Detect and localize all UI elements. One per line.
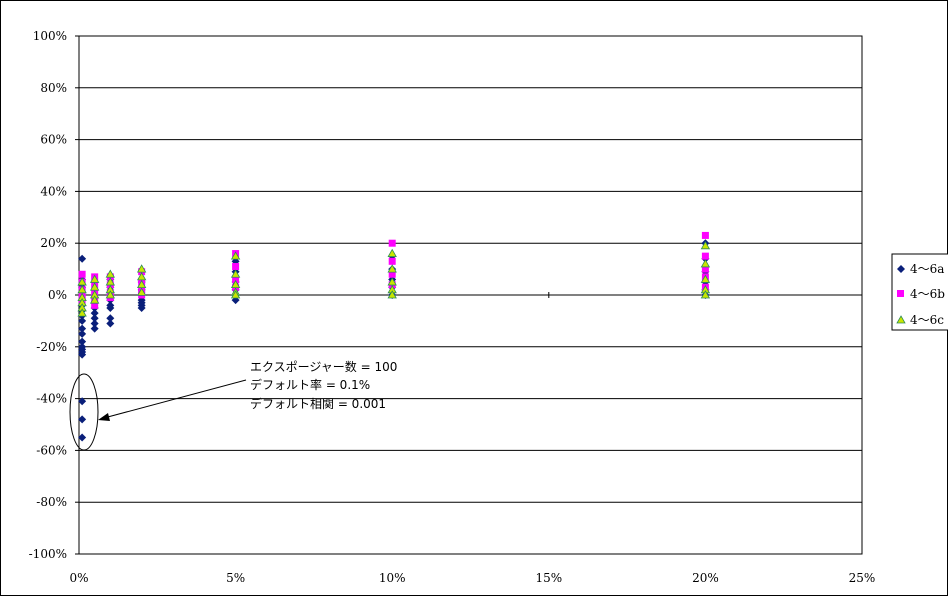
x-tick-label: 25% (849, 571, 876, 585)
legend-marker-b (897, 290, 904, 297)
y-tick-label: 60% (40, 133, 67, 147)
point-series-3 (387, 264, 397, 273)
annotation-arrow-line (103, 379, 247, 419)
point-series-2 (388, 270, 396, 278)
point-series-2 (232, 263, 240, 271)
legend-marker-c (896, 315, 906, 324)
point-series-3 (230, 290, 241, 299)
point-series-1 (90, 319, 99, 328)
point-series-1 (78, 337, 87, 346)
point-series-3 (89, 295, 100, 304)
point-series-3 (105, 290, 116, 299)
axes: 100%80%60%40%20%0%-20%-40%-60%-80%-100%0… (29, 29, 876, 585)
point-series-1 (78, 329, 87, 338)
annotation-line-2: デフォルト率 = 0.1% (250, 377, 370, 392)
point-series-3 (700, 274, 711, 283)
point-series-3 (230, 251, 241, 260)
y-tick-label: -100% (29, 547, 67, 561)
y-tick-label: 40% (40, 184, 67, 198)
y-tick-label: -60% (36, 443, 67, 457)
annotation-line-3: デフォルト相関 = 0.001 (250, 396, 386, 411)
point-series-3 (230, 269, 241, 278)
point-series-3 (136, 287, 147, 296)
point-series-1 (78, 433, 87, 442)
point-series-3 (387, 248, 397, 257)
point-series-3 (77, 308, 87, 317)
point-series-2 (701, 231, 709, 239)
point-series-2 (232, 275, 240, 283)
annotation-arrowhead (98, 413, 110, 421)
point-series-1 (78, 316, 87, 325)
legend-label-c: 4～6c (910, 313, 944, 327)
point-series-3 (700, 259, 711, 268)
point-series-1 (106, 303, 115, 312)
point-series-1 (78, 324, 87, 333)
legend-marker-a (897, 265, 905, 273)
x-tick-label: 0% (69, 571, 88, 585)
point-series-2 (701, 265, 709, 273)
point-series-3 (700, 290, 711, 299)
legend: 4～6a 4～6b 4～6c (891, 253, 948, 331)
annotation: エクスポージャー数 = 100 デフォルト率 = 0.1% デフォルト相関 = … (69, 359, 397, 451)
y-tick-label: -20% (36, 340, 67, 354)
legend-label-b: 4～6b (910, 287, 945, 301)
x-tick-label: 15% (535, 571, 562, 585)
point-series-1 (78, 254, 87, 263)
point-series-2 (388, 239, 396, 247)
point-series-1 (137, 303, 146, 312)
annotation-ellipse (69, 373, 99, 451)
gridlines (79, 87, 862, 503)
x-tick-label: 5% (226, 571, 245, 585)
legend-label-a: 4～6a (910, 262, 944, 276)
y-tick-label: 20% (40, 236, 67, 250)
point-series-1 (90, 324, 99, 333)
point-series-1 (90, 314, 99, 323)
point-series-2 (91, 301, 99, 309)
y-tick-label: -80% (36, 495, 67, 509)
point-series-3 (700, 240, 711, 250)
y-tick-label: 100% (33, 29, 67, 43)
point-series-2 (388, 257, 396, 265)
point-series-1 (106, 319, 115, 328)
point-series-1 (78, 397, 87, 406)
point-series-2 (701, 252, 709, 260)
point-series-1 (106, 314, 115, 323)
y-tick-label: 80% (40, 81, 67, 95)
point-series-1 (90, 309, 99, 318)
x-tick-label: 10% (379, 571, 406, 585)
point-series-1 (78, 415, 87, 424)
x-tick-label: 20% (692, 571, 719, 585)
annotation-line-1: エクスポージャー数 = 100 (250, 359, 397, 374)
data-points (77, 231, 711, 442)
point-series-2 (78, 270, 86, 278)
point-series-1 (78, 350, 87, 359)
y-tick-label: -40% (36, 392, 67, 406)
point-series-3 (387, 290, 397, 299)
y-tick-label: 0% (48, 288, 67, 302)
